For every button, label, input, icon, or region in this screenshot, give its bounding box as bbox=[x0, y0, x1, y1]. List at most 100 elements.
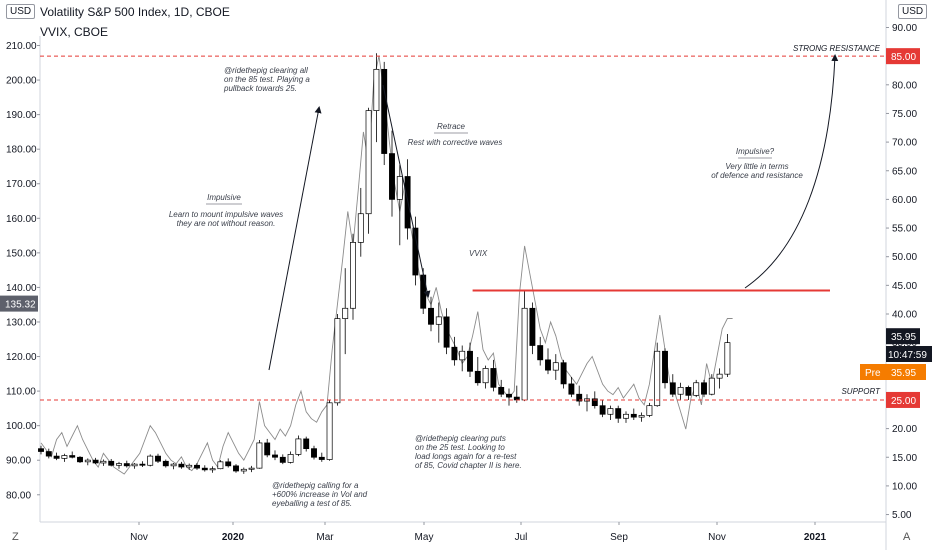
candle bbox=[304, 437, 309, 452]
right-tick-label: 40.00 bbox=[892, 310, 917, 321]
candle-body bbox=[296, 439, 301, 454]
candle bbox=[46, 449, 51, 459]
candle-body bbox=[233, 466, 238, 471]
candle bbox=[382, 62, 387, 165]
candle-body bbox=[62, 456, 67, 459]
candle bbox=[475, 357, 480, 386]
candle-body bbox=[116, 464, 121, 466]
candle bbox=[343, 268, 348, 354]
candle-body bbox=[725, 343, 730, 375]
candle-body bbox=[210, 469, 215, 470]
right-tick-label: 65.00 bbox=[892, 166, 917, 177]
x-tick-label: Nov bbox=[130, 532, 148, 543]
candle bbox=[444, 308, 449, 354]
candle-body bbox=[124, 464, 129, 466]
pre-market-label: Pre bbox=[865, 368, 881, 379]
right-tick-label: 80.00 bbox=[892, 80, 917, 91]
candle-body bbox=[561, 363, 566, 384]
candle-body bbox=[382, 69, 387, 153]
candle bbox=[280, 454, 285, 464]
candle bbox=[639, 413, 644, 422]
candle bbox=[265, 439, 270, 457]
candle-body bbox=[101, 461, 106, 463]
candle-body bbox=[662, 351, 667, 383]
candle bbox=[350, 234, 355, 320]
candle bbox=[662, 348, 667, 388]
candle-body bbox=[93, 460, 98, 463]
candle bbox=[148, 454, 153, 466]
x-tick-label: 2020 bbox=[222, 532, 245, 543]
candle bbox=[218, 460, 223, 469]
candle bbox=[319, 453, 324, 462]
candle bbox=[132, 463, 137, 469]
candle-body bbox=[38, 449, 43, 452]
candle bbox=[194, 463, 199, 470]
candle-body bbox=[475, 371, 480, 382]
countdown-label: 10:47:59 bbox=[888, 350, 927, 361]
annotation-call-600: eyeballing a test of 85. bbox=[272, 499, 352, 508]
candle-body bbox=[327, 403, 332, 460]
candle-body bbox=[678, 387, 683, 394]
candle bbox=[608, 406, 613, 420]
candle bbox=[467, 343, 472, 377]
candle bbox=[631, 409, 636, 420]
right-tick-label: 75.00 bbox=[892, 109, 917, 120]
candle-body bbox=[272, 455, 277, 457]
candle-body bbox=[647, 406, 652, 416]
candle-body bbox=[132, 464, 137, 466]
level-label: STRONG RESISTANCE bbox=[793, 44, 881, 53]
candle bbox=[623, 411, 628, 422]
candle bbox=[335, 314, 340, 406]
annotation-puts-25: of 85, Covid chapter II is here. bbox=[415, 461, 522, 470]
left-tick-label: 150.00 bbox=[6, 248, 37, 259]
candle-body bbox=[530, 308, 535, 345]
candle-body bbox=[171, 464, 176, 466]
candle-body bbox=[288, 454, 293, 462]
left-tick-label: 160.00 bbox=[6, 214, 37, 225]
candle-body bbox=[148, 456, 153, 465]
right-tick-label: 20.00 bbox=[892, 424, 917, 435]
candle-body bbox=[436, 317, 441, 324]
x-tick-label: May bbox=[415, 532, 434, 543]
candle bbox=[38, 446, 43, 455]
candle bbox=[725, 334, 730, 377]
candle-body bbox=[522, 308, 527, 400]
annotation-puts-25: on the 25 test. Looking to bbox=[415, 443, 505, 452]
x-tick-label: Nov bbox=[708, 532, 726, 543]
candle-body bbox=[545, 360, 550, 370]
candle-body bbox=[600, 406, 605, 415]
candle bbox=[171, 463, 176, 469]
left-tick-label: 80.00 bbox=[6, 490, 31, 501]
candle bbox=[545, 348, 550, 374]
left-tick-label: 200.00 bbox=[6, 76, 37, 87]
candle-body bbox=[350, 242, 355, 308]
left-tick-label: 90.00 bbox=[6, 456, 31, 467]
candle bbox=[577, 386, 582, 406]
left-tick-label: 100.00 bbox=[6, 421, 37, 432]
candle bbox=[561, 360, 566, 389]
candle bbox=[366, 108, 371, 234]
right-tick-label: 5.00 bbox=[892, 510, 912, 521]
candle-body bbox=[140, 464, 145, 465]
candle-body bbox=[335, 319, 340, 403]
candle-body bbox=[717, 374, 722, 378]
candle-body bbox=[304, 439, 309, 449]
candle bbox=[686, 386, 691, 400]
candle bbox=[553, 354, 558, 380]
candle-body bbox=[608, 409, 613, 415]
candle-body bbox=[374, 69, 379, 110]
right-tick-label: 15.00 bbox=[892, 453, 917, 464]
candle-body bbox=[54, 456, 59, 458]
right-tick-label: 55.00 bbox=[892, 224, 917, 235]
right-tick-label: 50.00 bbox=[892, 252, 917, 263]
candle bbox=[374, 53, 379, 142]
candle bbox=[647, 403, 652, 417]
candle bbox=[694, 380, 699, 397]
candle-body bbox=[257, 443, 262, 468]
left-tick-label: 190.00 bbox=[6, 110, 37, 121]
candle-body bbox=[358, 214, 363, 243]
candle bbox=[116, 462, 121, 469]
right-tick-label: 45.00 bbox=[892, 281, 917, 292]
annotation-impulsive-q-body: of defence and resistance bbox=[711, 171, 803, 180]
